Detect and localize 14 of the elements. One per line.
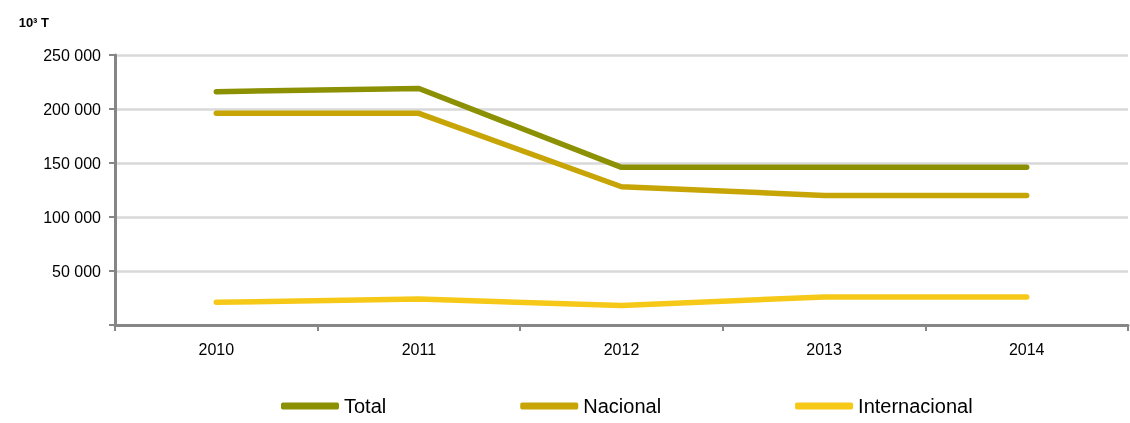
y-tick-label: 250 000	[43, 46, 102, 64]
y-tick-label: 50 000	[52, 262, 102, 280]
y-tick-label: 100 000	[43, 208, 102, 226]
x-tick-label: 2011	[401, 340, 437, 358]
y-tick-label: 150 000	[43, 154, 102, 172]
legend-label: Internacional	[858, 395, 973, 417]
x-tick-label: 2013	[806, 340, 842, 358]
y-tick-label: 200 000	[43, 100, 102, 118]
x-tick-label: 2014	[1008, 340, 1045, 358]
legend-label: Total	[344, 395, 387, 417]
x-tick-label: 2012	[603, 340, 640, 358]
y-axis-title: 10³ T	[18, 15, 50, 30]
x-tick-label: 2010	[198, 340, 235, 358]
legend-label: Nacional	[583, 395, 662, 417]
